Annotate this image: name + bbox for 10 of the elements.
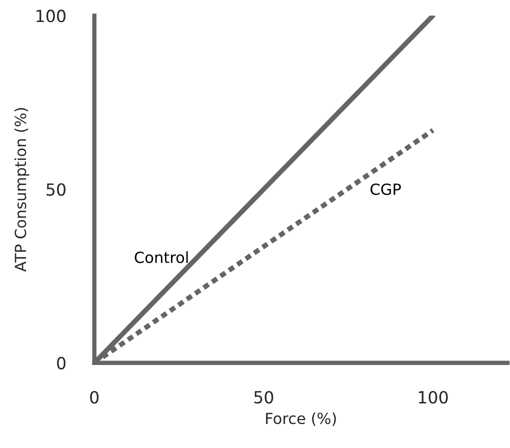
- y-tick-label: 100: [36, 10, 66, 22]
- x-axis-title: Force (%): [266, 412, 336, 426]
- y-axis-title: ATP Consumption (%): [14, 108, 30, 272]
- x-tick-label: 0: [90, 390, 99, 404]
- series-label: CGP: [370, 183, 401, 196]
- y-tick-label: 50: [46, 183, 66, 196]
- x-tick-label: 50: [254, 390, 274, 404]
- y-tick-label: 0: [57, 356, 66, 370]
- series-label: Control: [134, 251, 188, 264]
- x-tick-label: 100: [418, 390, 448, 404]
